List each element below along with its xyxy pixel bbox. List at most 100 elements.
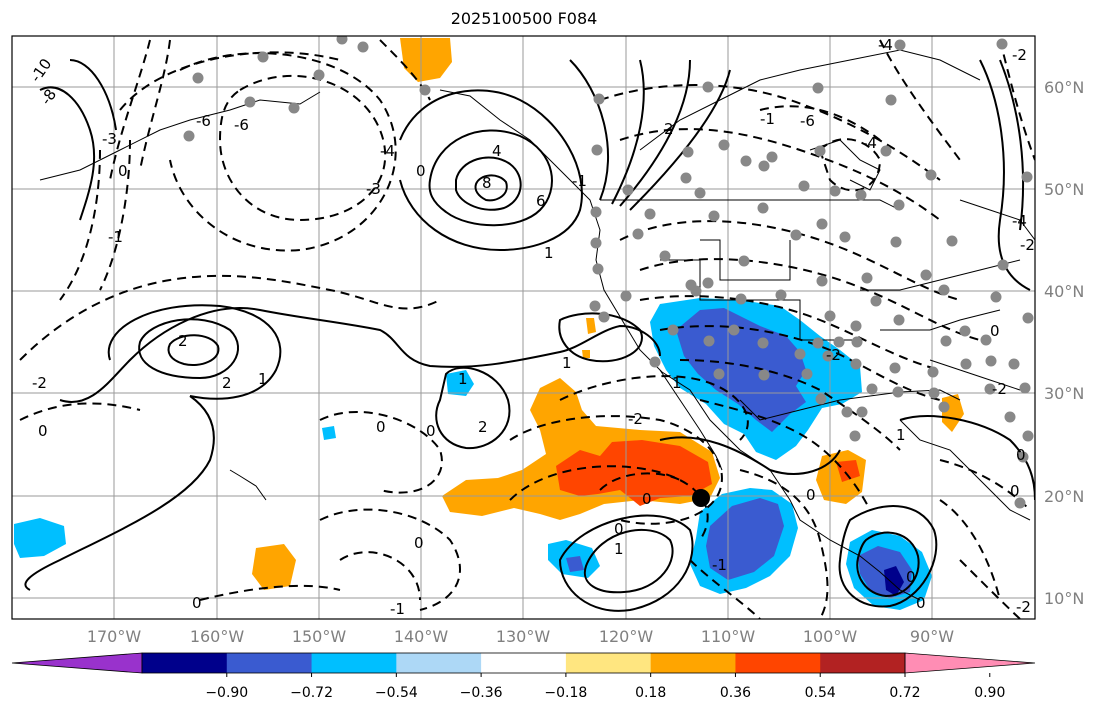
negative-anomaly-region: [446, 370, 474, 396]
map-title: 2025100500 F084: [450, 9, 598, 28]
colorbar-tick-label: 0.18: [635, 685, 666, 701]
contour-label: 0: [806, 486, 816, 504]
colorbar-extend-low: [11, 652, 143, 674]
colorbar-frame: [141, 652, 906, 674]
contour-label: -2: [1016, 598, 1031, 616]
contour-label: 1: [672, 374, 682, 392]
contour-label: 1: [458, 370, 468, 388]
lon-label: 130°W: [496, 627, 551, 646]
lon-label: 140°W: [394, 627, 449, 646]
contour-label: -2: [1020, 236, 1035, 254]
contour-label: 0: [416, 162, 426, 180]
contour-label: -3: [102, 130, 117, 148]
colorbar-tick-label: 0.36: [720, 685, 751, 701]
contour-label: 2: [664, 120, 674, 138]
solid-contours: [24, 59, 1035, 612]
contour-label: 0: [38, 422, 48, 440]
colorbar-segment: [142, 653, 228, 673]
anomaly-shading: [14, 38, 964, 610]
contour-label: -3: [366, 180, 381, 198]
storm-center-marker: [692, 489, 710, 507]
colorbar-tick-label: 0.72: [889, 685, 920, 701]
contour-label: 0: [1010, 482, 1020, 500]
contour-label: 0: [916, 594, 926, 612]
lon-label: 150°W: [292, 627, 347, 646]
longitude-labels: 170°W 160°W 150°W 140°W 130°W 120°W 110°…: [87, 627, 954, 646]
contour-label: 2: [178, 332, 188, 350]
colorbar-tick-label: −0.18: [544, 685, 587, 701]
latitude-labels: 60°N 50°N 40°N 30°N 20°N 10°N: [1044, 78, 1084, 608]
colorbar-segment: [820, 653, 906, 673]
colorbar-tick-label: 0.54: [805, 685, 836, 701]
contour-label: -1: [390, 600, 405, 618]
contour-label: 0: [414, 534, 424, 552]
contour-label: -1: [572, 172, 587, 190]
lon-label: 120°W: [599, 627, 654, 646]
lat-label: 10°N: [1044, 589, 1084, 608]
contour-label: -4: [380, 142, 395, 160]
negative-anomaly-region: [14, 518, 66, 558]
lon-label: 160°W: [190, 627, 245, 646]
observation-stations: [183, 36, 1034, 509]
contour-label: 1: [614, 540, 624, 558]
colorbar-tick-label: 0.90: [974, 685, 1005, 701]
contour-label: 0: [642, 490, 652, 508]
lon-label: 110°W: [701, 627, 756, 646]
colorbar-segment: [311, 653, 397, 673]
contour-label: 1: [544, 244, 554, 262]
contour-label: -4: [878, 36, 893, 54]
colorbar-tick-label: −0.36: [460, 685, 503, 701]
positive-anomaly-region: [400, 38, 452, 82]
lat-label: 60°N: [1044, 78, 1084, 97]
contour-label: 1: [562, 354, 572, 372]
colorbar: −0.90 −0.72 −0.54 −0.36 −0.18 0.18 0.36 0.54 0.7…: [11, 652, 1036, 701]
positive-anomaly-core: [556, 440, 712, 506]
dashed-contours: [19, 39, 1035, 619]
colorbar-tick-label: −0.54: [375, 685, 418, 701]
contour-label: 0: [990, 322, 1000, 340]
contour-label: 0: [906, 568, 916, 586]
contour-label: 1: [258, 370, 268, 388]
contour-label: -1: [760, 110, 775, 128]
positive-anomaly-core: [836, 460, 860, 482]
negative-anomaly-core: [706, 498, 784, 580]
colorbar-segment: [481, 653, 567, 673]
contour-label: 0: [192, 594, 202, 612]
lon-label: 100°W: [803, 627, 858, 646]
contour-label: 1: [896, 426, 906, 444]
contour-label: 0: [1016, 446, 1026, 464]
colorbar-segment: [735, 653, 821, 673]
colorbar-tick-label: −0.72: [290, 685, 333, 701]
lon-label: 90°W: [910, 627, 954, 646]
graticule: [12, 36, 1035, 619]
negative-anomaly-region: [322, 426, 336, 440]
contour-label: -4: [1012, 212, 1027, 230]
lat-label: 30°N: [1044, 384, 1084, 403]
contour-label: -4: [862, 134, 877, 152]
lat-label: 50°N: [1044, 180, 1084, 199]
negative-anomaly-core: [566, 556, 584, 572]
colorbar-segment: [650, 653, 736, 673]
colorbar-segment: [565, 653, 652, 673]
positive-anomaly-region: [582, 350, 590, 358]
colorbar-tick-label: −0.90: [205, 685, 248, 701]
contour-label: -2: [992, 380, 1007, 398]
contour-label: 2: [222, 374, 232, 392]
contour-label: 0: [376, 418, 386, 436]
contour-label: -6: [196, 112, 211, 130]
contour-label: -6: [800, 112, 815, 130]
contour-label: -2: [826, 346, 841, 364]
lon-label: 170°W: [87, 627, 142, 646]
colorbar-extend-high: [904, 652, 1036, 674]
contour-label: -6: [234, 116, 249, 134]
contour-label: -2: [628, 410, 643, 428]
lat-label: 20°N: [1044, 487, 1084, 506]
contour-label: 4: [492, 142, 502, 160]
contour-label: 6: [536, 192, 546, 210]
contour-label: 0: [614, 520, 624, 538]
contour-label: 8: [482, 174, 492, 192]
contour-label: 0: [426, 422, 436, 440]
contour-label: 0: [118, 162, 128, 180]
positive-anomaly-region: [586, 318, 596, 334]
